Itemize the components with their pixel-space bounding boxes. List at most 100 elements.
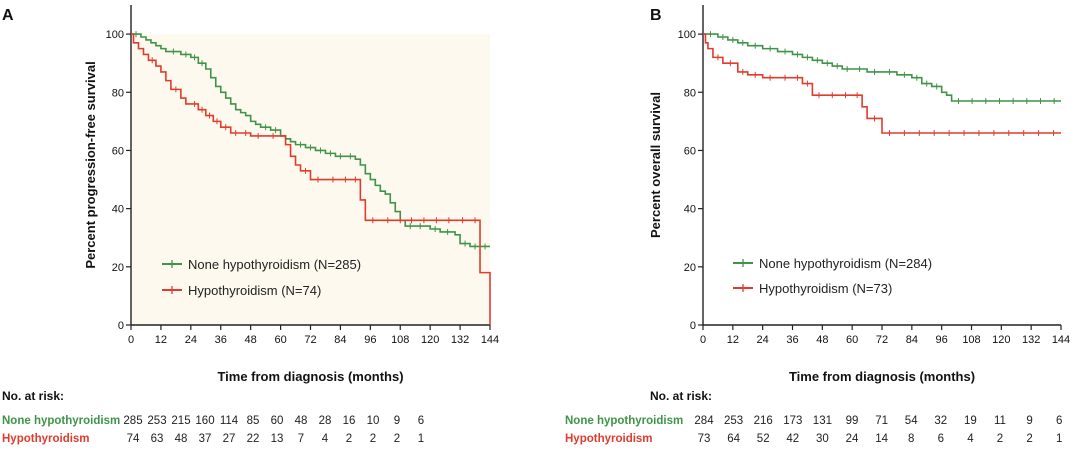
panel-a-y-tick-label: 0: [118, 320, 124, 332]
panel-a-y-tick-label: 20: [112, 262, 124, 274]
panel-a-risk-value: 22: [247, 433, 260, 445]
panel-a-y-tick-label: 60: [112, 145, 124, 157]
panel-a-risk-value: 85: [247, 415, 260, 427]
panel-a-risk-value: 7: [298, 433, 304, 445]
panel-b-x-axis-label: Time from diagnosis (months): [789, 369, 975, 384]
panel-b-risk-value: 54: [905, 415, 918, 427]
panel-b-y-tick-label: 60: [684, 145, 696, 157]
panel-b-risk-value: 11: [994, 415, 1006, 427]
panel-a-risk-value: 37: [199, 433, 212, 445]
panel-b-x-tick-label: 108: [962, 334, 980, 346]
panel-a-risk-value: 2: [346, 433, 352, 445]
panel-a-x-tick-label: 36: [215, 334, 227, 346]
panel-b-x-tick-label: 36: [786, 334, 798, 346]
panel-a-risk-value: 63: [151, 433, 164, 445]
panel-a-legend-entry: Hypothyroidism (N=74): [188, 283, 321, 298]
panel-a-risk-value: 28: [319, 415, 332, 427]
panel-b-legend-entry: None hypothyroidism (N=284): [759, 256, 932, 271]
panel-b-risk-value: 2: [997, 433, 1003, 445]
panel-b-legend-entry: Hypothyroidism (N=73): [759, 281, 892, 296]
panel-a-risk-row-label: Hypothyroidism: [2, 433, 90, 445]
panel-a-risk-heading: No. at risk:: [2, 389, 64, 403]
panel-b-risk-value: 9: [1026, 415, 1032, 427]
panel-a-x-tick-label: 0: [128, 334, 134, 346]
panel-a-series-red-line: [131, 33, 491, 325]
panel-a-risk-value: 215: [171, 415, 190, 427]
panel-a-risk-value: 253: [147, 415, 166, 427]
panel-a-x-tick-label: 84: [334, 334, 346, 346]
panel-b-x-tick-label: 60: [846, 334, 858, 346]
panel-b-y-tick-label: 0: [690, 320, 696, 332]
panel-a-x-tick-label: 24: [185, 334, 197, 346]
panel-a-risk-value: 48: [175, 433, 188, 445]
panel-a-y-tick-label: 80: [112, 87, 124, 99]
panel-a-x-tick-label: 12: [155, 334, 167, 346]
panel-a-x-tick-label: 132: [451, 334, 469, 346]
panel-a-y-tick-label: 100: [106, 29, 124, 41]
panel-a-risk-value: 114: [220, 415, 239, 427]
panel-a-risk-value: 285: [123, 415, 142, 427]
panel-b-risk-value: 8: [908, 433, 914, 445]
panel-a-risk-value: 2: [394, 433, 400, 445]
panel-a-risk-value: 27: [223, 433, 236, 445]
panel-a-legend-entry: None hypothyroidism (N=285): [188, 257, 361, 272]
panel-b-risk-value: 99: [846, 415, 859, 427]
panel-b-y-tick-label: 80: [684, 87, 696, 99]
panel-b-risk-value: 14: [875, 433, 888, 445]
panel-a-risk-value: 13: [271, 433, 284, 445]
panel-b-x-tick-label: 120: [992, 334, 1010, 346]
panel-a-x-axis-label: Time from diagnosis (months): [217, 369, 403, 384]
panel-a-risk-value: 10: [367, 415, 380, 427]
panel-a-risk-value: 16: [343, 415, 356, 427]
panel-b-series-green-line: [703, 33, 1061, 102]
panel-b-risk-value: 216: [754, 415, 773, 427]
panel-a-risk-value: 2: [370, 433, 376, 445]
panel-b-risk-value: 42: [786, 433, 799, 445]
panel-a-y-tick-label: 40: [112, 204, 124, 216]
panel-b-y-tick-label: 100: [678, 29, 696, 41]
panel-b-x-tick-label: 84: [906, 334, 918, 346]
panel-b-risk-row-label: None hypothyroidism: [565, 415, 683, 427]
panel-b-risk-value: 253: [724, 415, 743, 427]
panel-b-risk-value: 173: [783, 415, 802, 427]
panel-b-risk-value: 52: [757, 433, 770, 445]
panel-a-x-tick-label: 108: [391, 334, 409, 346]
panel-b-y-tick-label: 40: [684, 204, 696, 216]
panel-b-risk-value: 1: [1056, 433, 1062, 445]
panel-b-risk-value: 6: [1056, 415, 1062, 427]
panel-b-risk-value: 131: [813, 415, 832, 427]
panel-a-risk-value: 6: [418, 415, 424, 427]
panel-a-risk-value: 1: [418, 433, 424, 445]
panel-a-risk-value: 4: [322, 433, 329, 445]
panel-b-series-red-line: [703, 33, 1061, 134]
panel-a-x-tick-label: 96: [364, 334, 376, 346]
panel-a-risk-value: 9: [394, 415, 400, 427]
panel-b-risk-value: 73: [698, 433, 711, 445]
panel-b-risk-heading: No. at risk:: [650, 389, 712, 403]
panel-b-x-tick-label: 12: [727, 334, 739, 346]
panel-b-risk-value: 19: [964, 415, 977, 427]
panel-b-y-axis-label: Percent overall survival: [648, 92, 663, 238]
panel-b-x-tick-label: 96: [936, 334, 948, 346]
panel-b-risk-value: 32: [934, 415, 947, 427]
panel-b-x-tick-label: 24: [757, 334, 769, 346]
panel-b-risk-row-label: Hypothyroidism: [565, 433, 653, 445]
panel-b-x-tick-label: 0: [700, 334, 706, 346]
panel-a-y-axis-label: Percent progression-free survival: [83, 61, 98, 268]
panel-a-x-tick-label: 144: [481, 334, 499, 346]
panel-b-risk-value: 30: [816, 433, 829, 445]
panel-b-risk-value: 6: [938, 433, 944, 445]
panel-a-risk-value: 60: [271, 415, 284, 427]
panel-a-risk-value: 48: [295, 415, 308, 427]
panel-a-risk-row-label: None hypothyroidism: [2, 415, 120, 427]
panel-b-risk-value: 284: [694, 415, 714, 427]
panel-b-x-tick-label: 144: [1052, 334, 1070, 346]
panel-b-risk-value: 4: [967, 433, 974, 445]
panel-b-y-tick-label: 20: [684, 262, 696, 274]
panel-b-x-tick-label: 48: [816, 334, 828, 346]
panel-b-label: B: [650, 7, 662, 24]
panel-a-risk-value: 160: [195, 415, 214, 427]
panel-b-risk-value: 2: [1026, 433, 1032, 445]
panel-a-x-tick-label: 60: [274, 334, 286, 346]
